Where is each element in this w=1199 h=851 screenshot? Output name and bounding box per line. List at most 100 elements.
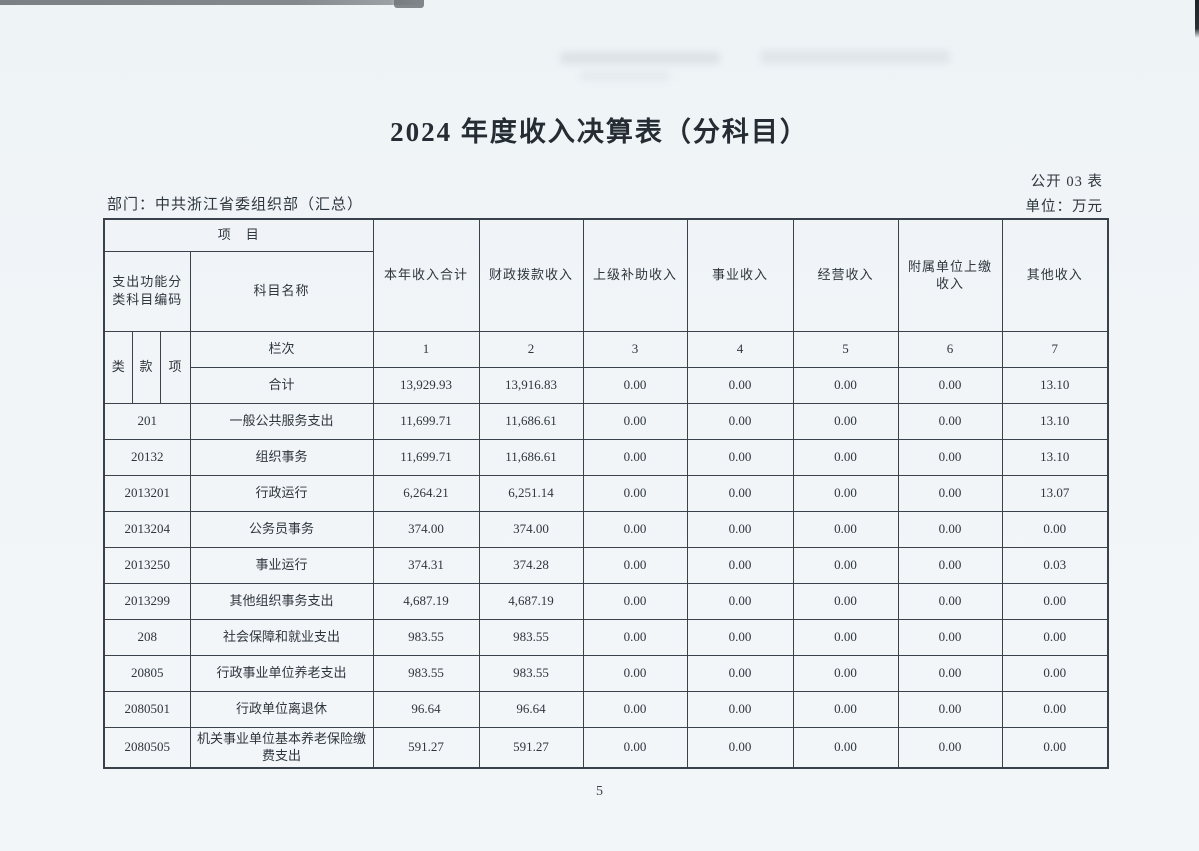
row-value: 0.00 [582,510,688,548]
page-number: 5 [596,784,603,799]
row-value: 0.00 [792,654,899,692]
scan-artifact-top-edge [0,0,424,5]
row-value: 11,686.61 [478,402,584,440]
total-label: 合计 [189,366,374,404]
total-value: 0.00 [897,366,1003,404]
row-value: 0.00 [792,474,899,512]
row-value: 0.00 [582,438,688,476]
header-class: 类 [103,330,133,404]
row-value: 0.00 [1001,690,1109,728]
row-value: 374.00 [478,510,584,548]
total-row: 合计 13,929.93 13,916.83 0.00 0.00 0.00 0.… [104,366,1109,404]
row-value: 0.00 [897,726,1003,769]
row-value: 983.55 [372,654,480,692]
row-value: 0.00 [582,546,688,584]
row-value: 11,699.71 [372,402,480,440]
row-value: 0.00 [792,546,899,584]
row-function-code: 2013201 [103,474,191,512]
header-row-column-index: 类 款 项 栏次 1 2 3 4 5 6 7 [103,330,1109,404]
header-section: 款 [131,330,161,404]
row-value: 11,686.61 [478,438,584,476]
total-value: 0.00 [792,366,899,404]
row-subject-name: 行政单位离退休 [189,690,374,728]
header-col-total-revenue: 本年收入合计 [372,218,480,332]
row-value: 13.07 [1001,474,1109,512]
row-value: 0.00 [686,546,794,584]
bleed-through-mark [560,52,720,64]
row-value: 0.00 [582,582,688,620]
row-value: 11,699.71 [372,438,480,476]
row-value: 591.27 [478,726,584,769]
row-value: 374.31 [372,546,480,584]
row-function-code: 20805 [103,654,191,692]
row-value: 0.00 [686,474,794,512]
row-function-code: 201 [103,402,191,440]
column-number: 7 [1001,330,1109,368]
row-value: 13.10 [1001,402,1109,440]
row-value: 0.00 [792,726,899,769]
row-value: 0.00 [897,438,1003,476]
header-col-operating-revenue: 经营收入 [792,218,899,332]
total-value: 0.00 [582,366,688,404]
table-row: 2013250 事业运行 374.31 374.28 0.00 0.00 0.00 0.00 0… [103,546,1109,584]
row-subject-name: 公务员事务 [189,510,374,548]
row-value: 0.00 [897,402,1003,440]
row-subject-name: 行政事业单位养老支出 [189,654,374,692]
header-column-index-label: 栏次 [189,330,374,368]
bleed-through-mark [760,50,950,64]
row-value: 4,687.19 [478,582,584,620]
total-value: 13.10 [1001,366,1109,404]
header-row-project: 项 目 本年收入合计 财政拨款收入 上级补助收入 事业收入 经营收入 附属单位上… [103,218,1109,332]
row-subject-name: 行政运行 [189,474,374,512]
header-row-subhead: 支出功能分类科目编码 科目名称 [103,250,1108,332]
row-function-code: 2013204 [103,510,191,548]
table-row: 2080505 机关事业单位基本养老保险缴费支出 591.27 591.27 0.00 0… [103,726,1109,769]
header-col-other-revenue: 其他收入 [1001,218,1109,332]
row-value: 0.00 [686,402,794,440]
row-subject-name: 一般公共服务支出 [189,402,374,440]
row-function-code: 2013299 [103,582,191,620]
table-row: 208 社会保障和就业支出 983.55 983.55 0.00 0.00 0.00 0.00… [103,618,1109,656]
row-value: 13.10 [1001,438,1109,476]
row-value: 0.00 [792,510,899,548]
department-label: 部门：中共浙江省委组织部（汇总） [107,197,364,213]
row-value: 0.00 [582,726,688,769]
row-value: 983.55 [478,618,584,656]
header-col-fiscal-appropriation: 财政拨款收入 [478,218,584,332]
row-function-code: 2080501 [103,690,191,728]
unit-label: 单位：万元 [1025,199,1103,216]
row-value: 0.00 [792,618,899,656]
row-value: 0.00 [1001,726,1109,769]
header-subject-name: 科目名称 [189,250,374,332]
row-value: 591.27 [372,726,480,769]
row-value: 0.00 [1001,510,1109,548]
row-value: 0.00 [897,546,1003,584]
row-value: 0.00 [1001,582,1109,620]
row-value: 0.00 [686,726,794,769]
column-number: 1 [372,330,480,368]
header-function-code: 支出功能分类科目编码 [103,250,191,332]
row-value: 0.00 [582,402,688,440]
row-value: 0.00 [897,582,1003,620]
header-item: 项 [159,330,191,404]
row-function-code: 2013250 [103,546,191,584]
row-value: 0.00 [582,474,688,512]
row-value: 0.00 [897,618,1003,656]
row-value: 0.00 [897,510,1003,548]
row-value: 0.00 [792,582,899,620]
row-value: 983.55 [372,618,480,656]
row-value: 6,264.21 [372,474,480,512]
row-value: 0.00 [792,690,899,728]
row-value: 0.00 [582,618,688,656]
row-subject-name: 组织事务 [189,438,374,476]
row-value: 0.03 [1001,546,1109,584]
column-number: 4 [686,330,794,368]
bleed-through-mark [580,72,670,80]
row-value: 0.00 [897,474,1003,512]
row-function-code: 2080505 [103,726,191,769]
row-value: 0.00 [1001,654,1109,692]
table-row: 2013204 公务员事务 374.00 374.00 0.00 0.00 0.00 0.00… [103,510,1109,548]
row-value: 0.00 [897,654,1003,692]
row-value: 0.00 [686,438,794,476]
